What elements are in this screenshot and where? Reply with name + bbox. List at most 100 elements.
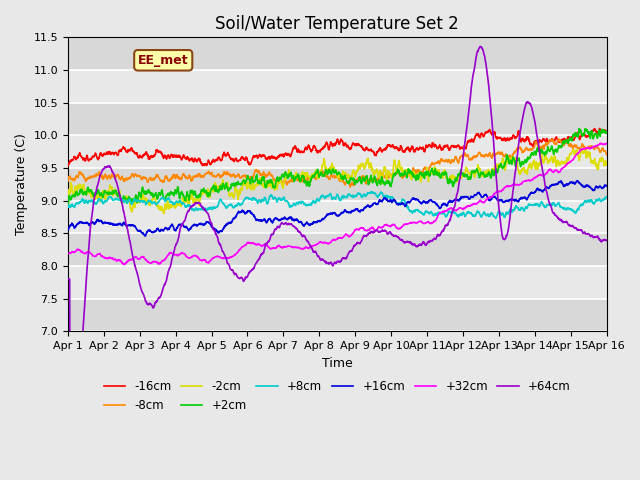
- +8cm: [492, 216, 500, 221]
- Line: -16cm: -16cm: [68, 129, 607, 166]
- Legend: -16cm, -8cm, -2cm, +2cm, +8cm, +16cm, +32cm, +64cm: -16cm, -8cm, -2cm, +2cm, +8cm, +16cm, +3…: [99, 375, 575, 417]
- +2cm: [353, 179, 360, 184]
- Text: EE_met: EE_met: [138, 54, 189, 67]
- +64cm: [556, 216, 563, 222]
- -2cm: [577, 145, 585, 151]
- -8cm: [346, 184, 354, 190]
- X-axis label: Time: Time: [322, 357, 353, 370]
- +32cm: [603, 141, 611, 146]
- +16cm: [603, 183, 611, 189]
- +16cm: [570, 181, 578, 187]
- +64cm: [64, 276, 72, 282]
- -2cm: [64, 187, 72, 192]
- +64cm: [214, 239, 222, 244]
- -16cm: [555, 138, 563, 144]
- Y-axis label: Temperature (C): Temperature (C): [15, 133, 28, 235]
- -8cm: [556, 138, 563, 144]
- +32cm: [570, 155, 578, 161]
- -2cm: [494, 165, 502, 171]
- +16cm: [556, 180, 563, 185]
- +2cm: [365, 182, 372, 188]
- +64cm: [353, 240, 361, 246]
- Bar: [68, 201, 607, 233]
- +64cm: [365, 230, 372, 236]
- Bar: [68, 168, 607, 201]
- Bar: [68, 299, 607, 331]
- +8cm: [214, 203, 222, 208]
- +64cm: [571, 225, 579, 231]
- +2cm: [570, 133, 578, 139]
- +8cm: [603, 194, 611, 200]
- Line: +32cm: +32cm: [68, 143, 607, 264]
- -8cm: [353, 177, 361, 183]
- +2cm: [581, 126, 589, 132]
- -2cm: [570, 151, 578, 156]
- +64cm: [476, 44, 484, 49]
- +8cm: [571, 209, 579, 215]
- Line: -2cm: -2cm: [68, 148, 607, 214]
- -8cm: [603, 152, 611, 157]
- -16cm: [493, 134, 501, 140]
- +32cm: [494, 189, 502, 194]
- Line: +2cm: +2cm: [68, 129, 607, 206]
- Bar: [68, 103, 607, 135]
- +16cm: [64, 227, 72, 232]
- -16cm: [214, 156, 222, 161]
- -16cm: [603, 129, 611, 134]
- Bar: [68, 135, 607, 168]
- +64cm: [72, 384, 80, 389]
- +32cm: [365, 227, 372, 232]
- +8cm: [353, 192, 360, 198]
- +32cm: [353, 226, 361, 232]
- +16cm: [141, 233, 149, 239]
- Bar: [68, 266, 607, 299]
- +32cm: [120, 262, 128, 267]
- +8cm: [494, 210, 502, 216]
- +2cm: [555, 144, 563, 149]
- -8cm: [571, 143, 579, 148]
- Line: +64cm: +64cm: [68, 47, 607, 386]
- -2cm: [365, 162, 372, 168]
- -2cm: [556, 160, 563, 166]
- Bar: [68, 70, 607, 103]
- Line: -8cm: -8cm: [68, 139, 607, 187]
- +32cm: [556, 169, 563, 175]
- +2cm: [493, 169, 501, 175]
- Bar: [68, 37, 607, 70]
- -16cm: [365, 147, 372, 153]
- -2cm: [353, 169, 361, 175]
- Title: Soil/Water Temperature Set 2: Soil/Water Temperature Set 2: [216, 15, 459, 33]
- Line: +8cm: +8cm: [68, 192, 607, 218]
- Bar: [68, 233, 607, 266]
- +64cm: [494, 197, 502, 203]
- -2cm: [214, 185, 222, 191]
- +8cm: [367, 189, 375, 194]
- Line: +16cm: +16cm: [68, 180, 607, 236]
- +2cm: [214, 187, 222, 192]
- -2cm: [603, 162, 611, 168]
- +2cm: [64, 203, 72, 209]
- -16cm: [64, 163, 72, 169]
- +32cm: [64, 251, 72, 256]
- -8cm: [365, 178, 372, 184]
- -8cm: [214, 171, 222, 177]
- -16cm: [570, 137, 578, 143]
- -16cm: [596, 126, 604, 132]
- -16cm: [353, 143, 360, 148]
- +16cm: [214, 229, 222, 235]
- -2cm: [160, 211, 168, 216]
- +16cm: [365, 203, 372, 209]
- +16cm: [574, 178, 582, 183]
- +16cm: [494, 198, 502, 204]
- +32cm: [214, 253, 222, 259]
- +2cm: [603, 129, 611, 134]
- -8cm: [494, 150, 502, 156]
- +8cm: [556, 203, 563, 208]
- +32cm: [597, 140, 605, 146]
- -8cm: [555, 136, 563, 142]
- -8cm: [64, 179, 72, 184]
- +8cm: [365, 191, 372, 196]
- +8cm: [64, 204, 72, 209]
- +16cm: [353, 207, 361, 213]
- +64cm: [603, 238, 611, 243]
